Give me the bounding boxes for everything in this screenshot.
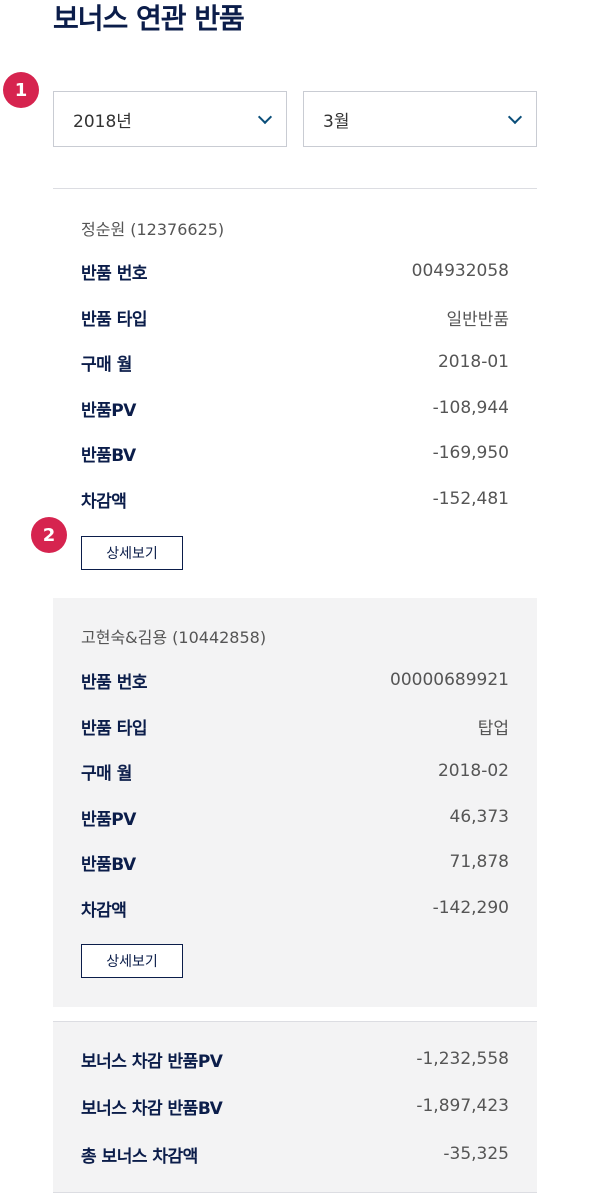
summary-value: -35,325 bbox=[443, 1144, 509, 1164]
detail-button[interactable]: 상세보기 bbox=[81, 944, 183, 978]
row-value: 일반반품 bbox=[446, 309, 509, 330]
divider bbox=[53, 188, 537, 189]
row-label: 반품PV bbox=[81, 400, 136, 421]
row-label: 반품PV bbox=[81, 809, 136, 830]
row-label: 차감액 bbox=[81, 900, 127, 921]
row-label: 반품 번호 bbox=[81, 672, 147, 693]
chevron-down-icon bbox=[257, 109, 273, 125]
row-label: 반품 타입 bbox=[81, 718, 147, 739]
summary-value: -1,897,423 bbox=[416, 1096, 509, 1116]
step-marker-2: 2 bbox=[31, 517, 67, 553]
member-name: 정순원 (12376625) bbox=[81, 220, 225, 239]
row-value: -152,481 bbox=[432, 489, 509, 509]
row-label: 구매 월 bbox=[81, 763, 132, 784]
row-return-number: 반품 번호 00000689921 bbox=[81, 667, 509, 693]
row-purchase-month: 구매 월 2018-02 bbox=[81, 758, 509, 784]
row-return-bv: 반품BV -169,950 bbox=[81, 440, 509, 466]
row-return-type: 반품 타입 탑업 bbox=[81, 713, 509, 739]
row-deduction: 차감액 -142,290 bbox=[81, 895, 509, 921]
row-value: -169,950 bbox=[432, 443, 509, 463]
chevron-down-icon bbox=[507, 109, 523, 125]
month-select[interactable]: 3월 bbox=[303, 91, 537, 147]
row-label: 반품BV bbox=[81, 854, 136, 875]
summary-row-total: 총 보너스 차감액 -35,325 bbox=[81, 1141, 509, 1167]
year-select[interactable]: 2018년 bbox=[53, 91, 287, 147]
row-value: 2018-02 bbox=[437, 761, 509, 781]
divider bbox=[53, 1192, 537, 1193]
row-value: 00000689921 bbox=[390, 670, 509, 690]
summary-value: -1,232,558 bbox=[416, 1049, 509, 1069]
row-label: 반품BV bbox=[81, 445, 136, 466]
divider bbox=[53, 1021, 537, 1022]
detail-button[interactable]: 상세보기 bbox=[81, 536, 183, 570]
return-card: 고현숙&김용 (10442858) 반품 번호 00000689921 반품 타… bbox=[53, 598, 537, 1007]
summary-row-bv: 보너스 차감 반품BV -1,897,423 bbox=[81, 1093, 509, 1119]
row-deduction: 차감액 -152,481 bbox=[81, 486, 509, 512]
row-label: 반품 타입 bbox=[81, 309, 147, 330]
return-card: 정순원 (12376625) 반품 번호 004932058 반품 타입 일반반… bbox=[53, 190, 537, 590]
row-value: 71,878 bbox=[449, 852, 509, 872]
month-select-value: 3월 bbox=[323, 111, 350, 132]
row-label: 반품 번호 bbox=[81, 263, 147, 284]
summary-label: 총 보너스 차감액 bbox=[81, 1146, 198, 1167]
summary-panel: 보너스 차감 반품PV -1,232,558 보너스 차감 반품BV -1,89… bbox=[53, 1022, 537, 1192]
year-select-value: 2018년 bbox=[73, 111, 132, 132]
row-purchase-month: 구매 월 2018-01 bbox=[81, 349, 509, 375]
row-return-bv: 반품BV 71,878 bbox=[81, 849, 509, 875]
summary-label: 보너스 차감 반품PV bbox=[81, 1051, 223, 1072]
member-name: 고현숙&김용 (10442858) bbox=[81, 628, 267, 647]
row-value: -142,290 bbox=[432, 898, 509, 918]
summary-row-pv: 보너스 차감 반품PV -1,232,558 bbox=[81, 1046, 509, 1072]
step-marker-1: 1 bbox=[3, 72, 39, 108]
row-value: 2018-01 bbox=[437, 352, 509, 372]
row-value: 004932058 bbox=[411, 261, 509, 281]
row-return-type: 반품 타입 일반반품 bbox=[81, 304, 509, 330]
page-title: 보너스 연관 반품 bbox=[53, 2, 245, 35]
summary-label: 보너스 차감 반품BV bbox=[81, 1098, 223, 1119]
row-value: -108,944 bbox=[432, 398, 509, 418]
row-return-pv: 반품PV 46,373 bbox=[81, 804, 509, 830]
row-return-number: 반품 번호 004932058 bbox=[81, 258, 509, 284]
row-return-pv: 반품PV -108,944 bbox=[81, 395, 509, 421]
row-value: 46,373 bbox=[449, 807, 509, 827]
row-label: 구매 월 bbox=[81, 354, 132, 375]
row-label: 차감액 bbox=[81, 491, 127, 512]
row-value: 탑업 bbox=[477, 718, 509, 739]
